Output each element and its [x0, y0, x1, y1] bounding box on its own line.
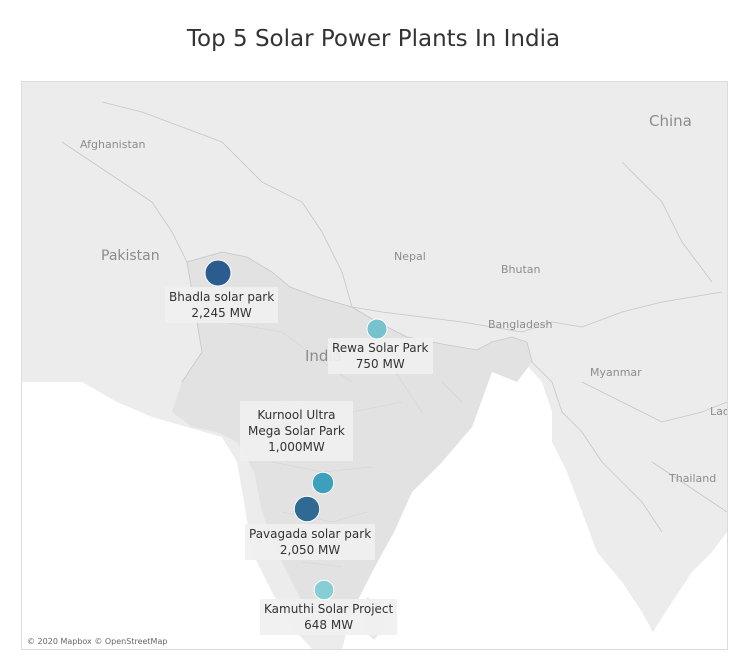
- plant-label-bhadla: Bhadla solar park 2,245 MW: [165, 287, 279, 323]
- label-china: China: [649, 112, 692, 130]
- plant-label-pavagada: Pavagada solar park 2,050 MW: [245, 524, 376, 560]
- plant-name-line2: Mega Solar Park: [248, 424, 345, 438]
- plant-capacity: 1,000MW: [268, 440, 325, 454]
- plant-capacity: 648 MW: [304, 618, 354, 632]
- plant-capacity: 750 MW: [355, 357, 405, 371]
- map-attribution[interactable]: © 2020 Mapbox © OpenStreetMap: [27, 637, 168, 646]
- label-nepal: Nepal: [394, 250, 426, 263]
- label-laos: Lao: [710, 405, 728, 418]
- map-canvas[interactable]: Afghanistan Pakistan Nepal Bhutan Bangla…: [21, 81, 728, 650]
- map-title: Top 5 Solar Power Plants In India: [186, 26, 561, 52]
- label-afghanistan: Afghanistan: [80, 138, 146, 151]
- label-thailand: Thailand: [669, 472, 717, 485]
- plant-name: Rewa Solar Park: [332, 341, 429, 355]
- plant-name: Pavagada solar park: [249, 527, 372, 541]
- plant-label-rewa: Rewa Solar Park 750 MW: [328, 338, 433, 374]
- plant-label-kurnool: Kurnool Ultra Mega Solar Park 1,000MW: [240, 401, 353, 461]
- plant-name-line1: Kurnool Ultra: [257, 408, 336, 422]
- label-pakistan: Pakistan: [101, 248, 160, 264]
- label-bhutan: Bhutan: [501, 263, 541, 276]
- plant-capacity: 2,050 MW: [279, 543, 341, 557]
- label-myanmar: Myanmar: [590, 366, 642, 379]
- plant-label-kamuthi: Kamuthi Solar Project 648 MW: [260, 599, 398, 635]
- label-bangladesh: Bangladesh: [488, 318, 553, 331]
- plant-name: Bhadla solar park: [169, 290, 275, 304]
- plant-capacity: 2,245 MW: [191, 306, 252, 320]
- plant-name: Kamuthi Solar Project: [264, 602, 394, 616]
